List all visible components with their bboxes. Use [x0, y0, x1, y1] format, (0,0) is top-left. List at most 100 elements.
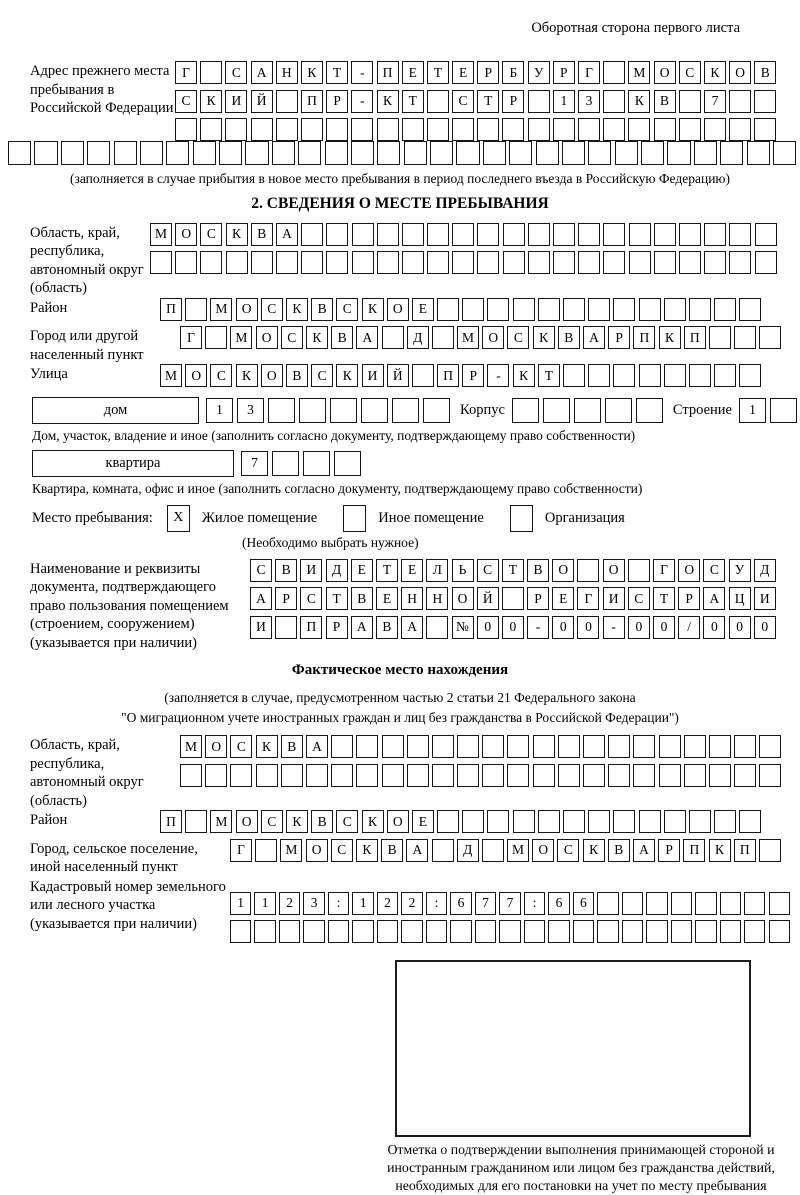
char-box[interactable] [381, 735, 404, 758]
char-box[interactable] [720, 141, 744, 165]
char-box[interactable]: Т [401, 89, 424, 113]
char-box[interactable]: М [230, 326, 253, 349]
char-box[interactable]: П [683, 326, 706, 349]
char-box[interactable]: С [230, 735, 253, 758]
char-box[interactable] [512, 810, 535, 833]
char-box[interactable] [744, 891, 766, 915]
char-box[interactable] [633, 735, 656, 758]
char-box[interactable] [583, 763, 605, 787]
char-box[interactable]: Р [678, 587, 701, 610]
char-box[interactable]: О [729, 61, 752, 84]
char-box[interactable] [502, 251, 525, 274]
char-box[interactable]: О [678, 558, 701, 582]
char-box[interactable]: П [376, 61, 399, 84]
char-box[interactable]: Т [537, 364, 560, 387]
checkbox-organization[interactable] [509, 504, 533, 532]
char-box[interactable]: М [210, 297, 233, 321]
char-box[interactable] [303, 450, 330, 476]
char-box[interactable]: 2 [401, 891, 423, 915]
char-box[interactable]: Р [275, 587, 298, 610]
char-box[interactable]: О [175, 222, 198, 246]
char-box[interactable] [577, 558, 600, 582]
char-box[interactable]: Т [653, 587, 675, 610]
char-box[interactable] [523, 920, 546, 943]
char-box[interactable] [563, 364, 585, 387]
char-box[interactable]: А [583, 326, 605, 349]
char-box[interactable] [487, 810, 510, 833]
char-box[interactable] [205, 763, 228, 787]
char-box[interactable]: В [754, 61, 777, 84]
char-box[interactable] [271, 141, 295, 165]
char-box[interactable]: И [225, 89, 248, 113]
char-box[interactable]: Г [175, 61, 197, 84]
char-box[interactable]: 6 [548, 891, 570, 915]
char-box[interactable]: К [532, 326, 555, 349]
char-box[interactable] [557, 735, 580, 758]
char-box[interactable]: Р [325, 615, 348, 639]
char-box[interactable]: Н [275, 61, 298, 84]
char-box[interactable]: - [351, 61, 374, 84]
char-box[interactable] [627, 558, 650, 582]
char-box[interactable] [653, 118, 676, 141]
char-box[interactable]: К [582, 838, 605, 862]
char-box[interactable]: - [487, 364, 510, 387]
char-box[interactable] [401, 118, 424, 141]
char-box[interactable] [437, 297, 460, 321]
char-box[interactable]: Е [411, 810, 434, 833]
char-box[interactable]: А [356, 326, 379, 349]
char-box[interactable] [667, 141, 691, 165]
char-box[interactable] [597, 891, 619, 915]
char-box[interactable]: П [300, 89, 323, 113]
char-box[interactable] [604, 397, 632, 423]
char-box[interactable] [663, 297, 686, 321]
checkbox-other-premises[interactable] [343, 504, 367, 532]
char-box[interactable]: А [275, 222, 298, 246]
char-box[interactable] [462, 297, 485, 321]
char-box[interactable] [512, 297, 535, 321]
char-box[interactable] [305, 763, 328, 787]
char-box[interactable] [563, 297, 585, 321]
char-box[interactable] [192, 141, 216, 165]
char-box[interactable] [734, 326, 757, 349]
char-box[interactable] [714, 364, 737, 387]
char-box[interactable] [614, 141, 638, 165]
char-box[interactable] [688, 810, 711, 833]
char-box[interactable]: С [507, 326, 530, 349]
char-box[interactable] [754, 222, 777, 246]
char-box[interactable] [175, 251, 198, 274]
char-box[interactable] [376, 920, 399, 943]
char-box[interactable] [628, 251, 651, 274]
char-box[interactable] [708, 735, 731, 758]
char-box[interactable] [275, 118, 298, 141]
char-box[interactable]: В [311, 297, 334, 321]
char-box[interactable]: И [361, 364, 384, 387]
char-box[interactable] [185, 810, 208, 833]
char-box[interactable] [423, 397, 450, 423]
char-box[interactable] [597, 920, 619, 943]
char-box[interactable] [683, 735, 706, 758]
char-box[interactable] [301, 251, 324, 274]
char-box[interactable] [708, 763, 731, 787]
char-box[interactable] [113, 141, 137, 165]
char-box[interactable] [352, 920, 374, 943]
char-box[interactable] [678, 118, 701, 141]
char-box[interactable]: Е [401, 558, 424, 582]
char-box[interactable]: Е [375, 587, 398, 610]
char-box[interactable]: С [311, 364, 334, 387]
char-box[interactable] [714, 810, 737, 833]
char-box[interactable]: А [350, 615, 373, 639]
char-box[interactable] [462, 810, 485, 833]
char-box[interactable] [377, 141, 401, 165]
char-box[interactable] [139, 141, 164, 165]
char-box[interactable] [641, 141, 665, 165]
char-box[interactable]: С [678, 61, 701, 84]
char-box[interactable]: Т [501, 558, 524, 582]
char-box[interactable]: П [633, 326, 656, 349]
char-box[interactable] [403, 141, 427, 165]
char-box[interactable] [729, 89, 752, 113]
char-box[interactable] [729, 222, 752, 246]
char-box[interactable] [230, 763, 253, 787]
char-box[interactable]: А [305, 735, 328, 758]
char-box[interactable]: М [210, 810, 233, 833]
char-box[interactable] [768, 920, 790, 943]
